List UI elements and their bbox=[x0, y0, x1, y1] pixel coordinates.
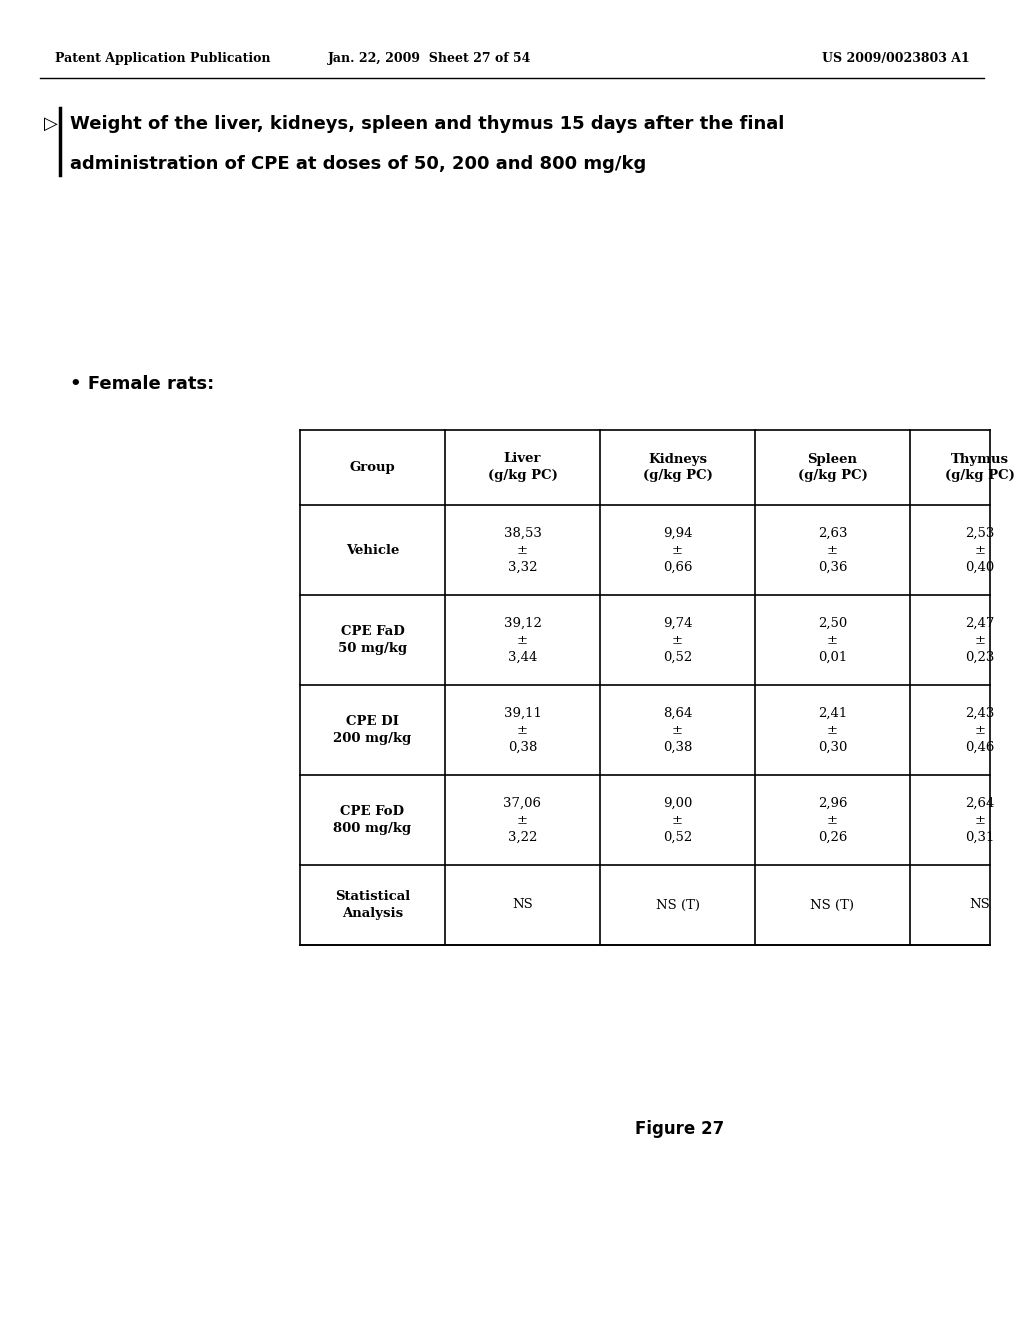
Text: Thymus
(g/kg PC): Thymus (g/kg PC) bbox=[945, 453, 1015, 483]
Text: CPE FoD
800 mg/kg: CPE FoD 800 mg/kg bbox=[334, 805, 412, 836]
Text: Jan. 22, 2009  Sheet 27 of 54: Jan. 22, 2009 Sheet 27 of 54 bbox=[329, 51, 531, 65]
Text: NS: NS bbox=[970, 899, 990, 912]
Text: 39,12
±
3,44: 39,12 ± 3,44 bbox=[504, 616, 542, 664]
Text: ▷: ▷ bbox=[44, 115, 58, 133]
Text: NS: NS bbox=[512, 899, 532, 912]
Text: 2,64
±
0,31: 2,64 ± 0,31 bbox=[966, 796, 994, 843]
Text: Spleen
(g/kg PC): Spleen (g/kg PC) bbox=[798, 453, 867, 483]
Text: Figure 27: Figure 27 bbox=[635, 1119, 725, 1138]
Text: Statistical
Analysis: Statistical Analysis bbox=[335, 890, 411, 920]
Text: 2,43
±
0,46: 2,43 ± 0,46 bbox=[966, 706, 994, 754]
Text: CPE FaD
50 mg/kg: CPE FaD 50 mg/kg bbox=[338, 624, 408, 655]
Text: Kidneys
(g/kg PC): Kidneys (g/kg PC) bbox=[643, 453, 713, 483]
Text: US 2009/0023803 A1: US 2009/0023803 A1 bbox=[822, 51, 970, 65]
Text: 37,06
±
3,22: 37,06 ± 3,22 bbox=[504, 796, 542, 843]
Text: Liver
(g/kg PC): Liver (g/kg PC) bbox=[487, 453, 557, 483]
Text: 38,53
±
3,32: 38,53 ± 3,32 bbox=[504, 527, 542, 573]
Text: 2,50
±
0,01: 2,50 ± 0,01 bbox=[818, 616, 847, 664]
Text: 2,96
±
0,26: 2,96 ± 0,26 bbox=[818, 796, 847, 843]
Text: CPE DI
200 mg/kg: CPE DI 200 mg/kg bbox=[334, 715, 412, 744]
Text: 9,94
±
0,66: 9,94 ± 0,66 bbox=[663, 527, 692, 573]
Text: NS (T): NS (T) bbox=[811, 899, 854, 912]
Text: • Female rats:: • Female rats: bbox=[70, 375, 214, 393]
Text: 2,41
±
0,30: 2,41 ± 0,30 bbox=[818, 706, 847, 754]
Text: Group: Group bbox=[349, 461, 395, 474]
Text: administration of CPE at doses of 50, 200 and 800 mg/kg: administration of CPE at doses of 50, 20… bbox=[70, 154, 646, 173]
Text: 2,53
±
0,40: 2,53 ± 0,40 bbox=[966, 527, 994, 573]
Text: 39,11
±
0,38: 39,11 ± 0,38 bbox=[504, 706, 542, 754]
Text: Weight of the liver, kidneys, spleen and thymus 15 days after the final: Weight of the liver, kidneys, spleen and… bbox=[70, 115, 784, 133]
Text: NS (T): NS (T) bbox=[655, 899, 699, 912]
Text: Vehicle: Vehicle bbox=[346, 544, 399, 557]
Text: 9,74
±
0,52: 9,74 ± 0,52 bbox=[663, 616, 692, 664]
Text: 2,63
±
0,36: 2,63 ± 0,36 bbox=[818, 527, 847, 573]
Text: 9,00
±
0,52: 9,00 ± 0,52 bbox=[663, 796, 692, 843]
Text: Patent Application Publication: Patent Application Publication bbox=[55, 51, 270, 65]
Text: 2,47
±
0,23: 2,47 ± 0,23 bbox=[966, 616, 994, 664]
Text: 8,64
±
0,38: 8,64 ± 0,38 bbox=[663, 706, 692, 754]
